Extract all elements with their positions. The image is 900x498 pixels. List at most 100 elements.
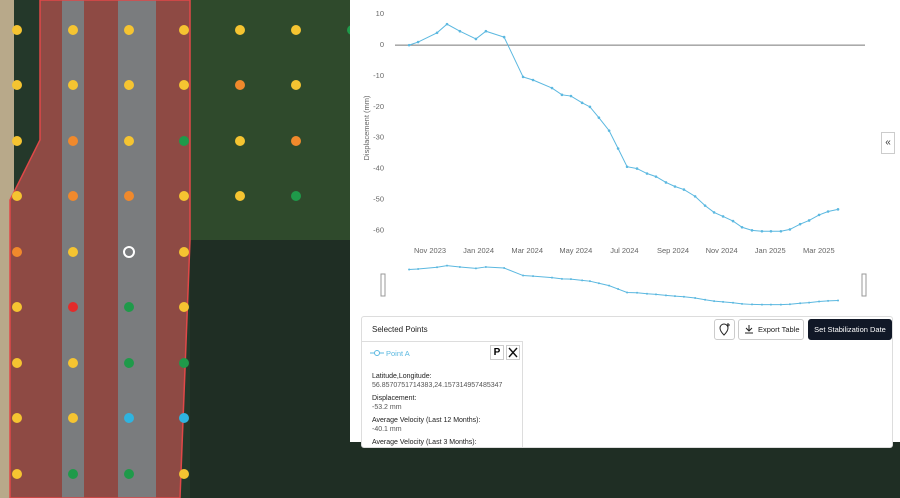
map-point[interactable] xyxy=(179,191,189,201)
map-point[interactable] xyxy=(179,247,189,257)
map-point[interactable] xyxy=(179,302,189,312)
map-point[interactable] xyxy=(12,136,22,146)
navigator-line xyxy=(409,265,839,306)
data-point xyxy=(435,31,439,35)
map-point[interactable] xyxy=(68,80,78,90)
data-point xyxy=(588,105,592,109)
map-point[interactable] xyxy=(235,80,245,90)
navigator-point xyxy=(760,303,763,306)
map-point[interactable] xyxy=(12,191,22,201)
navigator-point xyxy=(732,301,735,304)
map-point[interactable] xyxy=(291,136,301,146)
side-panel: Displacement (mm) 10 0 -10 -20 -30 -40 -50 -60 N… xyxy=(350,0,900,448)
map-point[interactable] xyxy=(124,191,134,201)
add-point-button[interactable] xyxy=(714,319,735,340)
remove-button[interactable] xyxy=(506,345,520,360)
stabilization-button[interactable]: Set Stabilization Date xyxy=(808,319,892,340)
panel-title: Selected Points xyxy=(372,325,428,334)
map-point[interactable] xyxy=(179,469,189,479)
data-point xyxy=(580,101,584,105)
export-button[interactable]: Export Table xyxy=(738,319,804,340)
navigator-point xyxy=(673,295,676,298)
map-point[interactable] xyxy=(12,469,22,479)
map-point[interactable] xyxy=(235,25,245,35)
map-point[interactable] xyxy=(12,358,22,368)
map-point[interactable] xyxy=(291,191,301,201)
y-tick-label: -10 xyxy=(373,71,384,80)
data-point xyxy=(693,195,697,198)
map-point[interactable] xyxy=(68,469,78,479)
map-point[interactable] xyxy=(291,80,301,90)
navigator-point xyxy=(779,303,782,306)
pin-button[interactable]: P xyxy=(490,345,504,360)
map-point[interactable] xyxy=(12,25,22,35)
map-point[interactable] xyxy=(124,25,134,35)
x-tick-label: May 2024 xyxy=(559,246,592,255)
map-point[interactable] xyxy=(124,80,134,90)
map-point[interactable] xyxy=(12,247,22,257)
data-point xyxy=(458,29,462,33)
data-point xyxy=(607,129,611,132)
navigator-point xyxy=(799,302,802,305)
chart: Displacement (mm) 10 0 -10 -20 -30 -40 -50 -60 N… xyxy=(362,9,867,306)
navigator-point xyxy=(569,278,572,281)
map-point[interactable] xyxy=(291,25,301,35)
navigator-point xyxy=(788,303,791,306)
map-point[interactable] xyxy=(12,302,22,312)
navigator-point xyxy=(560,277,563,280)
navigator-handle[interactable] xyxy=(861,273,867,297)
data-point xyxy=(682,188,686,191)
map-point[interactable] xyxy=(235,191,245,201)
navigator-point xyxy=(626,291,629,294)
selected-point-marker[interactable] xyxy=(123,246,135,258)
map-point[interactable] xyxy=(68,302,78,312)
data-point xyxy=(616,147,620,150)
map-point[interactable] xyxy=(124,136,134,146)
map-point[interactable] xyxy=(68,247,78,257)
data-point xyxy=(416,40,420,44)
x-tick-label: Nov 2023 xyxy=(414,246,446,255)
navigator-point xyxy=(750,303,753,306)
map-point[interactable] xyxy=(124,413,134,423)
detail-value: -53.2 mm xyxy=(372,404,402,411)
map-point[interactable] xyxy=(12,413,22,423)
navigator-point xyxy=(636,291,639,294)
map-point[interactable] xyxy=(235,136,245,146)
collapse-button[interactable]: « xyxy=(881,132,895,154)
map-point[interactable] xyxy=(68,191,78,201)
point-details: Latitude,Longitude: 56.8570751714383,24.1… xyxy=(372,372,522,450)
point-name[interactable]: Point A xyxy=(386,349,410,358)
map-point[interactable] xyxy=(68,25,78,35)
road-outline xyxy=(9,0,191,498)
navigator-point xyxy=(408,268,411,271)
navigator-point xyxy=(617,288,620,291)
data-point xyxy=(560,93,564,97)
data-point xyxy=(740,225,744,229)
data-point xyxy=(826,210,830,213)
navigator-point xyxy=(446,264,449,267)
data-point xyxy=(569,94,573,98)
map-point[interactable] xyxy=(179,136,189,146)
map-point[interactable] xyxy=(179,358,189,368)
data-point xyxy=(664,181,668,184)
map-point[interactable] xyxy=(68,358,78,368)
navigator-handle[interactable] xyxy=(380,273,386,297)
map-point[interactable] xyxy=(68,136,78,146)
x-tick-label: Mar 2025 xyxy=(803,246,835,255)
map-point[interactable] xyxy=(124,469,134,479)
map-point[interactable] xyxy=(124,302,134,312)
navigator-point xyxy=(741,302,744,305)
data-point xyxy=(645,172,649,175)
close-icon xyxy=(508,347,518,358)
map-point[interactable] xyxy=(179,80,189,90)
export-label: Export Table xyxy=(758,325,800,334)
map-point[interactable] xyxy=(179,413,189,423)
y-tick-label: -50 xyxy=(373,194,384,203)
map-point[interactable] xyxy=(124,358,134,368)
map-point[interactable] xyxy=(68,413,78,423)
y-tick-label: -60 xyxy=(373,225,384,234)
map-point[interactable] xyxy=(12,80,22,90)
navigator-point xyxy=(581,279,584,282)
map-point[interactable] xyxy=(179,25,189,35)
x-tick-label: Jan 2025 xyxy=(755,246,786,255)
